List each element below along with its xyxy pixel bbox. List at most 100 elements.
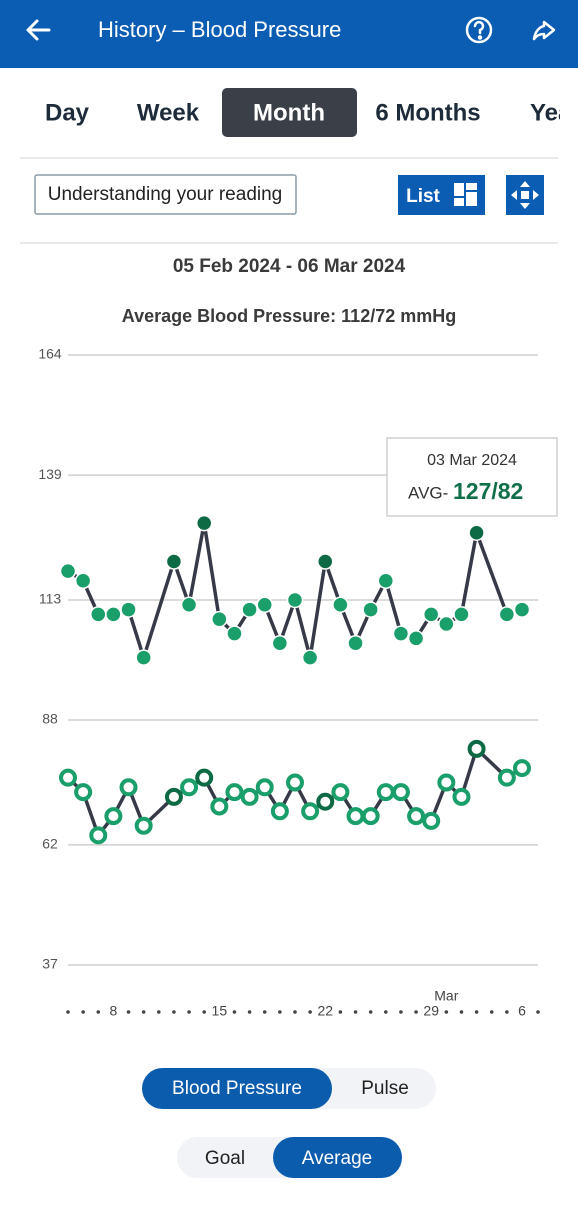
series-line [66, 521, 524, 660]
x-tick-dot [232, 1010, 237, 1014]
data-point [286, 773, 304, 792]
data-point [165, 553, 183, 570]
x-tick-dot [96, 1010, 101, 1014]
data-point [331, 783, 350, 802]
x-tick-label: 22 [317, 1003, 333, 1019]
date-range: 05 Feb 2024 - 06 Mar 2024 [173, 256, 406, 277]
data-point [134, 816, 153, 835]
data-point [301, 802, 320, 821]
data-point [332, 596, 349, 614]
data-point [119, 778, 138, 797]
data-point [453, 606, 470, 623]
mode-active[interactable] [273, 1137, 402, 1178]
data-point [256, 596, 273, 614]
x-tick-dot [474, 1010, 479, 1014]
understanding-button[interactable] [34, 174, 297, 215]
data-point [407, 630, 425, 647]
data-point [74, 572, 92, 589]
x-tick-dot [262, 1010, 267, 1014]
x-tick-dot [202, 1010, 206, 1014]
x-tick-dot [81, 1010, 85, 1014]
x-tick-label: 29 [423, 1003, 439, 1019]
tooltip-prefix: AVG- [408, 483, 448, 502]
x-tick-dot [278, 1010, 282, 1014]
data-point [225, 783, 244, 802]
x-tick-dot [338, 1010, 343, 1014]
data-point [513, 601, 531, 618]
y-tick-label: 113 [39, 591, 62, 607]
data-point [467, 739, 486, 758]
data-point [361, 807, 380, 826]
back-button[interactable] [26, 19, 51, 41]
y-tick-label: 88 [42, 711, 58, 727]
tab[interactable]: Day [45, 99, 90, 126]
tooltip [386, 437, 558, 517]
data-point [317, 553, 334, 570]
share-button[interactable] [532, 20, 556, 41]
metric-option[interactable]: Blood Pressure [172, 1078, 302, 1099]
list-icon [454, 183, 477, 206]
x-tick-dot [126, 1010, 131, 1014]
mode-option[interactable]: Goal [205, 1148, 245, 1169]
selected-tab [222, 88, 357, 137]
data-point [377, 572, 395, 589]
data-point [180, 596, 198, 614]
tooltip-value: 127/82 [453, 478, 523, 504]
x-tick-dot [172, 1010, 176, 1014]
data-point [195, 514, 213, 532]
data-point [240, 787, 259, 806]
tab[interactable]: Week [137, 99, 200, 126]
x-tick-dot [66, 1010, 70, 1014]
data-point [468, 524, 485, 541]
metric-active[interactable] [142, 1068, 332, 1109]
tabs: Day Week Month 6 Months Year [45, 99, 578, 126]
x-tick-dot [293, 1010, 297, 1014]
data-point [135, 649, 152, 666]
x-tick-dot [536, 1010, 540, 1014]
data-point [241, 601, 258, 618]
list-label: List [406, 186, 440, 207]
x-tick-dot [399, 1010, 403, 1014]
x-tick-dot [157, 1010, 161, 1014]
data-point [59, 562, 77, 580]
y-tick-label: 164 [38, 346, 62, 362]
y-tick-label: 139 [38, 466, 62, 482]
y-tick-label: 37 [42, 956, 58, 972]
x-tick-dot [505, 1010, 509, 1014]
data-point [316, 792, 335, 811]
data-point [392, 625, 410, 642]
data-point [164, 787, 183, 806]
metric-option[interactable]: Pulse [361, 1078, 409, 1099]
help-button[interactable] [465, 16, 493, 44]
data-point [255, 778, 274, 797]
tooltip-date: 03 Mar 2024 [427, 452, 517, 469]
data-point [347, 634, 364, 652]
data-point [422, 606, 440, 623]
mode-option[interactable]: Average [302, 1148, 372, 1169]
x-tick-label: 8 [110, 1003, 118, 1019]
x-tick-dot [444, 1010, 449, 1014]
data-point [301, 649, 319, 666]
x-tick-dot [247, 1010, 252, 1014]
data-point [362, 601, 379, 618]
data-point [286, 591, 304, 609]
data-point [513, 759, 531, 778]
tab[interactable]: Month [253, 99, 325, 126]
data-point [422, 811, 441, 830]
data-point [498, 606, 516, 623]
x-tick-dot [384, 1010, 388, 1014]
move-icon [511, 181, 539, 209]
y-tick-label: 62 [42, 836, 58, 852]
app-bar [0, 0, 578, 68]
tab[interactable]: 6 Months [375, 99, 480, 126]
data-point [376, 783, 395, 802]
tab[interactable]: Year [530, 99, 578, 126]
data-point [90, 606, 107, 623]
x-tick-dot [414, 1010, 418, 1014]
data-point [271, 634, 289, 652]
x-month-label: Mar [434, 988, 458, 1004]
x-tick-dot [459, 1010, 464, 1014]
